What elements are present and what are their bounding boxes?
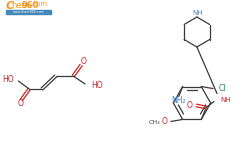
Text: HO: HO	[91, 81, 103, 90]
Text: Cl: Cl	[219, 84, 227, 93]
Text: O: O	[17, 99, 23, 108]
Text: NH₂: NH₂	[171, 96, 186, 105]
Text: www.chem960.com: www.chem960.com	[12, 10, 44, 14]
Text: CH₃: CH₃	[149, 120, 160, 125]
Text: 960: 960	[22, 2, 39, 10]
Text: O: O	[162, 117, 168, 126]
Text: hem: hem	[11, 2, 30, 10]
Text: C: C	[6, 1, 14, 11]
Text: .com: .com	[31, 2, 48, 8]
Text: HO: HO	[2, 75, 14, 84]
Bar	[6, 10, 51, 14]
Text: NH: NH	[220, 98, 230, 103]
Text: O: O	[187, 101, 192, 110]
Text: O: O	[80, 57, 86, 66]
Text: NH: NH	[193, 10, 203, 16]
